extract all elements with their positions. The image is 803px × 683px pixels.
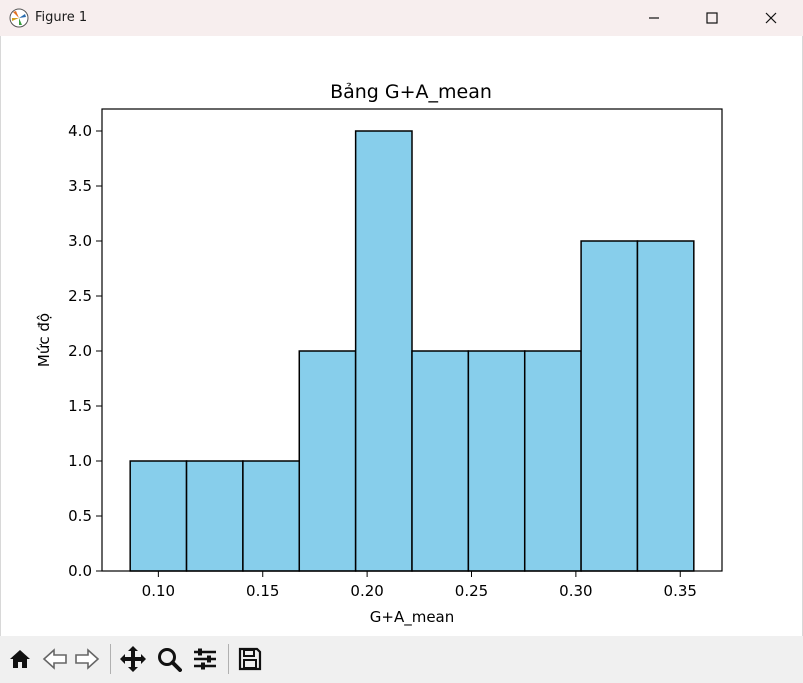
- forward-icon: [75, 648, 100, 670]
- toolbar-separator: [110, 644, 111, 674]
- pan-icon: [120, 646, 146, 672]
- close-icon: [765, 12, 777, 24]
- y-tick-label: 1.0: [68, 452, 92, 470]
- y-tick-label: 1.5: [68, 397, 92, 415]
- zoom-icon: [158, 648, 182, 672]
- matplotlib-icon: [9, 8, 29, 28]
- maximize-icon: [706, 12, 718, 24]
- x-tick-label: 0.10: [142, 582, 175, 600]
- x-tick-label: 0.35: [664, 582, 697, 600]
- x-ticks: 0.10 0.15 0.20 0.25 0.30 0.35: [142, 571, 697, 600]
- histogram-bar: [636, 240, 695, 572]
- histogram-bar: [467, 350, 526, 572]
- y-tick-label: 2.5: [68, 287, 92, 305]
- y-tick-label: 0.5: [68, 507, 92, 525]
- configure-subplots-button[interactable]: [190, 644, 220, 674]
- pan-button[interactable]: [118, 644, 148, 674]
- save-icon: [238, 647, 262, 671]
- home-button[interactable]: [5, 644, 35, 674]
- histogram-bar: [129, 460, 188, 572]
- histogram-bar: [242, 460, 301, 572]
- y-tick-label: 3.5: [68, 177, 92, 195]
- home-icon: [10, 650, 30, 668]
- x-tick-label: 0.25: [455, 582, 488, 600]
- histogram-bar: [523, 350, 582, 572]
- navigation-toolbar: [0, 636, 803, 683]
- histogram-chart: Bảng G+A_mean 0.10 0.15 0.20 0.25 0.30 0.35 0…: [35, 81, 723, 627]
- minimize-button[interactable]: [631, 0, 677, 36]
- back-button[interactable]: [40, 644, 70, 674]
- zoom-button[interactable]: [154, 644, 184, 674]
- minimize-icon: [649, 17, 659, 19]
- figure-canvas: Bảng G+A_mean 0.10 0.15 0.20 0.25 0.30 0.35 0…: [0, 36, 803, 636]
- histogram-bar: [354, 130, 413, 572]
- close-button[interactable]: [748, 0, 794, 36]
- forward-button[interactable]: [72, 644, 102, 674]
- y-tick-label: 0.0: [68, 562, 92, 580]
- y-tick-label: 4.0: [68, 122, 92, 140]
- toolbar-separator: [228, 644, 229, 674]
- histogram-bar: [580, 240, 639, 572]
- bars-group: [129, 130, 695, 572]
- x-tick-label: 0.30: [559, 582, 592, 600]
- x-tick-label: 0.20: [350, 582, 383, 600]
- x-tick-label: 0.15: [246, 582, 279, 600]
- axes-frame: [101, 108, 723, 572]
- y-tick-label: 3.0: [68, 232, 92, 250]
- save-button[interactable]: [235, 644, 265, 674]
- y-axis-label: Mức độ: [35, 313, 53, 367]
- configure-subplots-icon: [194, 648, 216, 670]
- histogram-bar: [185, 460, 244, 572]
- chart-title: Bảng G+A_mean: [330, 81, 492, 103]
- maximize-button[interactable]: [689, 0, 735, 36]
- x-axis-label: G+A_mean: [370, 608, 455, 627]
- back-icon: [42, 648, 67, 670]
- y-tick-label: 2.0: [68, 342, 92, 360]
- window-titlebar: Figure 1: [0, 0, 803, 36]
- histogram-bar: [298, 350, 357, 572]
- histogram-bar: [411, 350, 470, 572]
- window-title: Figure 1: [35, 10, 88, 25]
- y-ticks: 0.0 0.5 1.0 1.5 2.0 2.5 3.0 3.5 4.0: [68, 122, 102, 580]
